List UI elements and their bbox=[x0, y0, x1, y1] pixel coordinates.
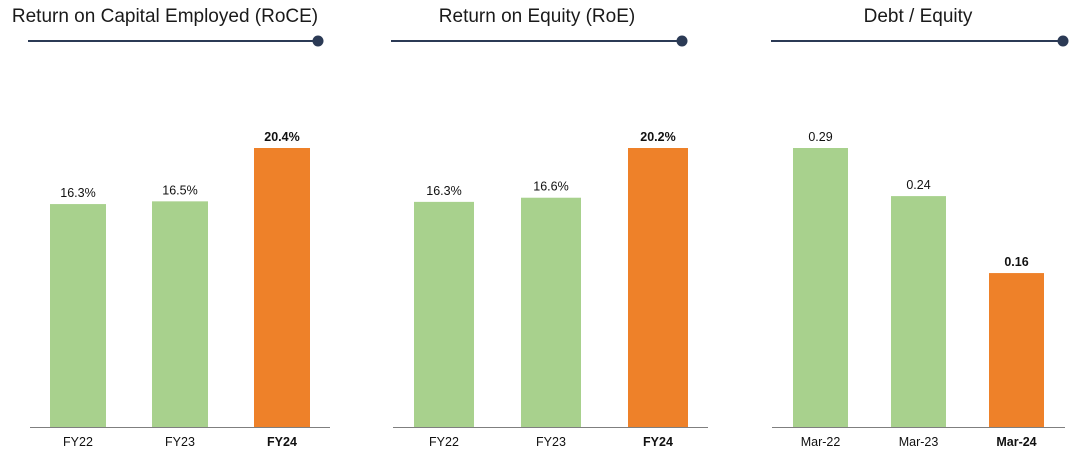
roe-category-label: FY24 bbox=[643, 435, 673, 449]
roce-title-dot bbox=[312, 35, 324, 47]
debt-equity-value-label: 0.24 bbox=[906, 178, 930, 192]
debt-equity-bar-mar-24 bbox=[989, 273, 1044, 427]
roce-chart: 16.3% FY22 16.5% FY23 20.4% FY24 bbox=[28, 35, 330, 449]
debt-equity-category-label: Mar-22 bbox=[801, 435, 841, 449]
roce-value-label: 20.4% bbox=[264, 130, 299, 144]
debt-equity-value-label: 0.29 bbox=[808, 130, 832, 144]
roe-bar-fy22 bbox=[414, 201, 474, 427]
debt-equity-bar-mar-23 bbox=[891, 196, 946, 427]
debt-equity-value-label: 0.16 bbox=[1004, 255, 1028, 269]
roce-bar-fy23 bbox=[152, 201, 208, 427]
debt-equity-chart-title: Debt / Equity bbox=[863, 6, 973, 27]
roe-category-label: FY22 bbox=[429, 435, 459, 449]
roce-category-label: FY24 bbox=[267, 435, 297, 449]
roce-chart-title: Return on Capital Employed (RoCE) bbox=[11, 6, 319, 27]
roe-title-dot bbox=[676, 35, 688, 47]
roe-chart-title: Return on Equity (RoE) bbox=[438, 6, 636, 27]
roe-chart: 16.3% FY22 16.6% FY23 20.2% FY24 bbox=[391, 35, 708, 449]
roe-value-label: 16.3% bbox=[426, 184, 461, 198]
roce-value-label: 16.3% bbox=[60, 186, 95, 200]
roe-bar-fy24 bbox=[628, 148, 688, 427]
roe-category-label: FY23 bbox=[536, 435, 566, 449]
debt-equity-chart: 0.29 Mar-22 0.24 Mar-23 0.16 Mar-24 bbox=[771, 35, 1069, 449]
roce-category-label: FY22 bbox=[63, 435, 93, 449]
roce-category-label: FY23 bbox=[165, 435, 195, 449]
debt-equity-category-label: Mar-23 bbox=[899, 435, 939, 449]
debt-equity-category-label: Mar-24 bbox=[996, 435, 1036, 449]
roce-bar-fy24 bbox=[254, 148, 310, 427]
debt-equity-title-dot bbox=[1057, 35, 1069, 47]
roe-value-label: 20.2% bbox=[640, 130, 675, 144]
roce-bar-fy22 bbox=[50, 204, 106, 427]
roe-value-label: 16.6% bbox=[533, 180, 568, 194]
debt-equity-bar-mar-22 bbox=[793, 148, 848, 427]
roe-bar-fy23 bbox=[521, 197, 581, 427]
roce-value-label: 16.5% bbox=[162, 183, 197, 197]
